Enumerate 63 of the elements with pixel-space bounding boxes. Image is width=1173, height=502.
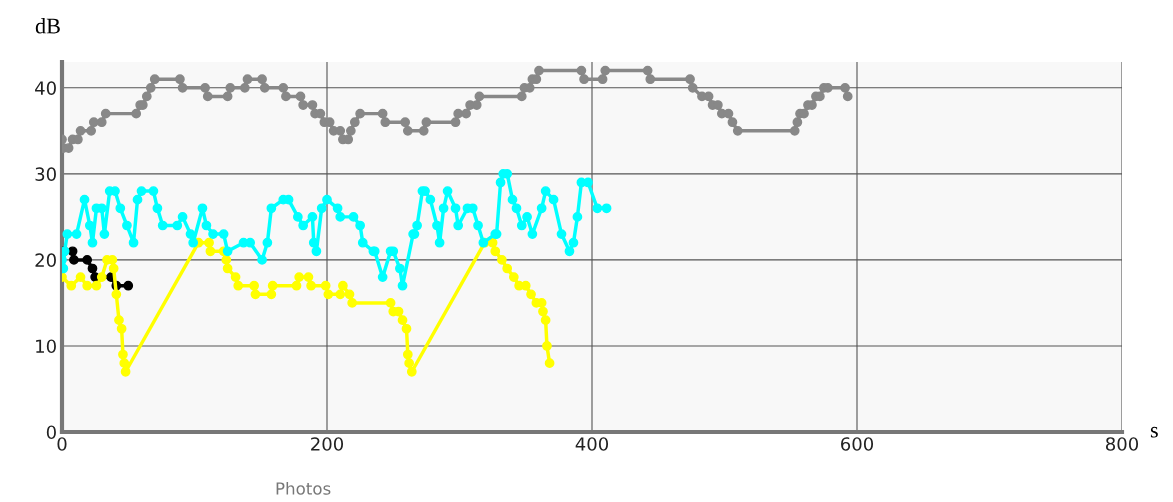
point <box>335 289 346 300</box>
point <box>542 341 552 351</box>
point <box>526 289 536 300</box>
point <box>303 272 314 282</box>
point <box>291 280 302 291</box>
point <box>249 280 259 291</box>
point <box>87 263 98 274</box>
point <box>538 306 548 317</box>
point <box>250 289 261 300</box>
y-tick-label: 20 <box>35 253 56 268</box>
point <box>508 272 519 282</box>
y-axis-title: dB <box>35 17 60 34</box>
point <box>205 246 216 257</box>
x-tick-label: 400 <box>575 437 609 451</box>
point <box>123 280 134 291</box>
point <box>118 349 128 360</box>
point <box>497 255 507 265</box>
point <box>69 255 79 265</box>
point <box>222 263 233 274</box>
point <box>347 298 358 308</box>
point <box>82 280 93 291</box>
x-tick-label: 200 <box>311 437 344 451</box>
point <box>267 280 278 291</box>
point <box>266 289 277 300</box>
point <box>344 289 355 300</box>
point <box>294 272 305 282</box>
point <box>66 280 77 291</box>
point <box>320 280 331 291</box>
x-tick-label: 600 <box>841 437 874 451</box>
y-tick-label: 10 <box>36 339 56 354</box>
x-tick-label: 800 <box>1105 437 1139 451</box>
point <box>75 272 86 282</box>
point <box>116 323 127 334</box>
y-tick-label: 0 <box>46 425 56 440</box>
point <box>120 366 131 377</box>
point <box>385 298 396 308</box>
point <box>96 272 107 282</box>
point <box>401 323 412 334</box>
point <box>233 280 244 291</box>
x-axis-title: s <box>1150 426 1158 438</box>
point <box>404 358 415 369</box>
point <box>111 289 122 300</box>
point <box>397 315 408 326</box>
point <box>204 237 214 248</box>
y-tick-label: 30 <box>35 167 56 181</box>
point <box>91 280 102 291</box>
point <box>221 255 232 265</box>
point <box>338 280 348 291</box>
point <box>544 358 555 369</box>
point <box>323 289 334 300</box>
point <box>230 272 241 282</box>
point <box>114 315 124 326</box>
y-tick-label: 40 <box>35 81 56 95</box>
text: Photos <box>276 481 331 495</box>
point <box>502 263 513 274</box>
point <box>402 349 413 360</box>
point <box>540 315 551 326</box>
point <box>82 255 93 265</box>
point <box>119 358 130 369</box>
point <box>108 263 119 274</box>
x-tick-label: 0 <box>57 437 67 451</box>
point <box>306 280 316 291</box>
point <box>490 246 501 257</box>
